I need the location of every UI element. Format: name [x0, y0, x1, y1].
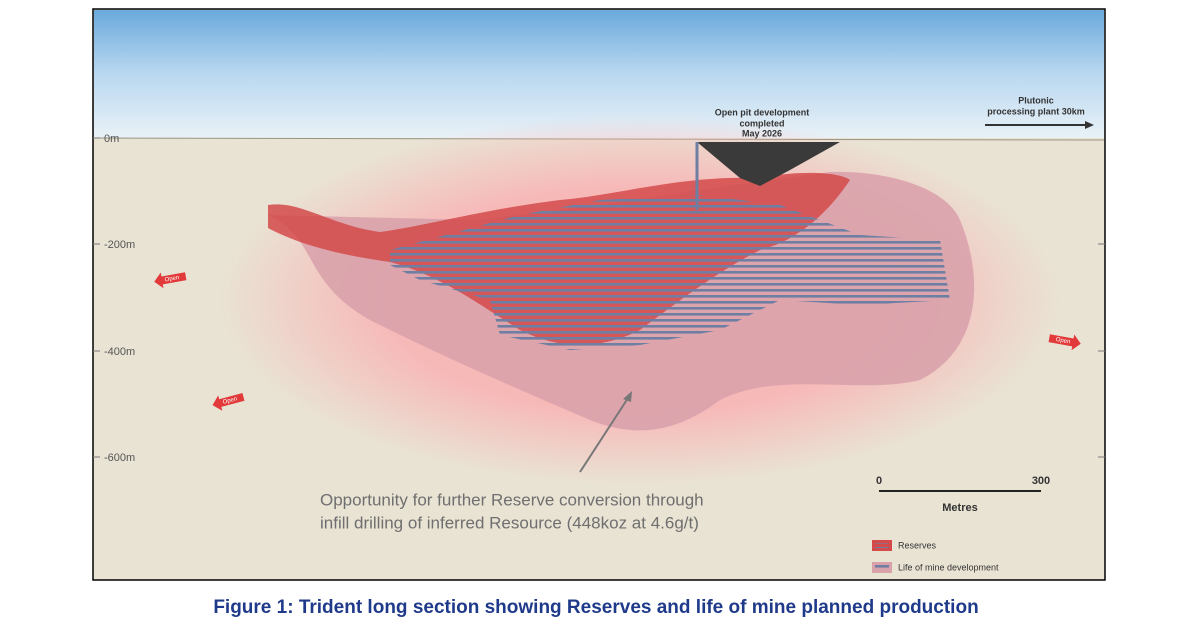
opportunity-annotation: infill drilling of inferred Resource (44… — [320, 513, 699, 532]
pointer-line — [579, 394, 631, 473]
legend-swatch-hatch — [875, 565, 889, 570]
plant-arrowhead — [1085, 121, 1094, 129]
pit-annotation: May 2026 — [742, 128, 782, 138]
legend-label: Reserves — [898, 540, 937, 550]
open-label: Open — [222, 396, 238, 406]
depth-label: -400m — [104, 346, 135, 358]
open-label: Open — [1055, 337, 1071, 345]
opportunity-annotation: Opportunity for further Reserve conversi… — [320, 490, 704, 509]
depth-ticks — [93, 137, 1105, 458]
caption: Figure 1: Trident long section showing R… — [213, 597, 978, 618]
open-pit — [697, 142, 840, 186]
open-marker: Open — [212, 392, 245, 411]
legend-label: Life of mine development — [898, 562, 999, 572]
pit-annotation: Open pit development — [715, 107, 810, 117]
open-marker: Open — [1048, 334, 1081, 351]
legend-swatch-hatch — [875, 543, 889, 548]
scale-unit: Metres — [942, 502, 977, 514]
open-label: Open — [164, 275, 180, 283]
mine-development — [390, 195, 950, 350]
scale-start: 0 — [876, 475, 882, 487]
pointer-head — [623, 391, 632, 402]
open-marker: Open — [154, 272, 187, 289]
depth-label: -600m — [104, 452, 135, 464]
scale-end: 300 — [1032, 475, 1050, 487]
plant-annotation: Plutonic — [1018, 95, 1054, 105]
plant-annotation: processing plant 30km — [987, 106, 1085, 116]
depth-label: 0m — [104, 133, 119, 145]
depth-label: -200m — [104, 239, 135, 251]
pit-annotation: completed — [739, 118, 784, 128]
